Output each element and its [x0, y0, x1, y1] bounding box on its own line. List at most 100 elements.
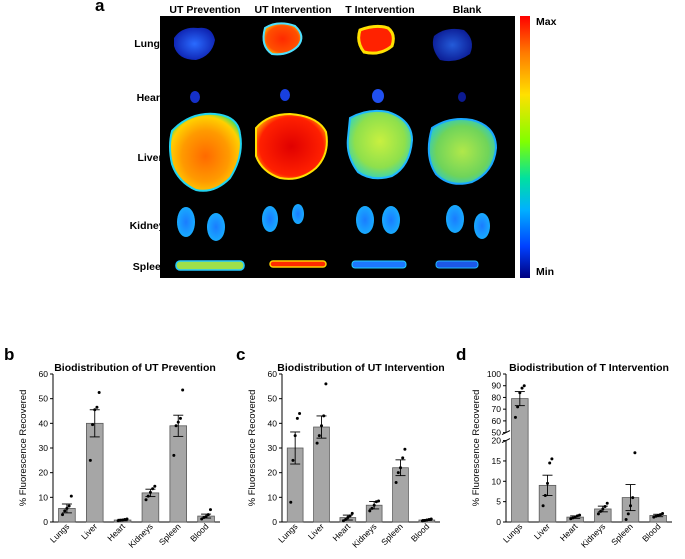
row-label-liver: Liver: [137, 152, 163, 164]
chart-c-xtick-label: Liver: [306, 521, 326, 541]
chart-b-ytick-label: 40: [39, 418, 49, 428]
chart-b-point-lungs: [65, 506, 69, 510]
liver-blank: [427, 118, 498, 185]
chart-b-point-liver: [88, 458, 92, 462]
column-header-blank: Blank: [452, 4, 482, 16]
chart-c-point-lungs: [289, 500, 293, 504]
chart-b-point-kidneys: [146, 494, 150, 498]
chart-d-point-liver: [550, 457, 554, 461]
chart-b-point-liver: [93, 408, 97, 412]
lung-ut-intervention: [262, 22, 303, 56]
chart-c-ylabel: % Fluorescence Recovered: [247, 390, 258, 507]
chart-d-point-kidneys: [596, 512, 600, 516]
chart-c-point-spleen: [403, 447, 407, 451]
chart-b-bar-kidneys: [141, 492, 160, 523]
chart-d-point-spleen: [631, 496, 635, 500]
chart-d-point-liver: [541, 504, 545, 508]
chart-b-point-blood: [204, 515, 208, 519]
chart-b-ytick-label: 30: [39, 443, 49, 453]
chart-d-point-liver: [548, 461, 552, 465]
chart-c-point-liver: [315, 441, 319, 445]
chart-c-xtick-label: Blood: [409, 521, 432, 544]
chart-c-point-lungs: [295, 416, 299, 420]
chart-d-ytick-label: 60: [492, 416, 502, 426]
chart-c-point-spleen: [396, 471, 400, 475]
chart-d-point-liver: [543, 494, 547, 498]
chart-d-point-blood: [658, 513, 662, 517]
chart-c-point-heart: [341, 519, 345, 523]
chart-d-xtick-label: Heart: [558, 521, 580, 543]
spleen-ut-intervention: [269, 260, 327, 268]
chart-c-point-liver: [317, 434, 321, 438]
chart-d-point-kidneys: [599, 509, 603, 513]
chart-d-point-kidneys: [603, 505, 607, 509]
chart-d-point-lungs: [516, 405, 520, 409]
chart-d-ytick-label: 70: [492, 404, 502, 414]
chart-b-xtick-label: Kidneys: [126, 521, 154, 549]
chart-d-point-kidneys: [605, 501, 609, 505]
chart-b-point-spleen: [172, 453, 176, 457]
row-label-lungs: Lungs: [134, 38, 166, 50]
colorbar-min-label: Min: [536, 266, 555, 278]
chart-d-xtick-label: Spleen: [609, 521, 635, 547]
chart-b-xtick-label: Spleen: [157, 521, 183, 547]
chart-b-letter: b: [4, 345, 14, 364]
chart-c-point-kidneys: [368, 509, 372, 513]
chart-c-ytick-label: 60: [268, 369, 278, 379]
chart-b-ylabel: % Fluorescence Recovered: [18, 390, 29, 507]
chart-d-point-lungs: [522, 384, 526, 388]
chart-b-point-blood: [206, 513, 210, 517]
chart-d-ytick-label: 15: [492, 456, 502, 466]
chart-d-point-lungs: [518, 391, 522, 395]
chart-d-xtick-label: Liver: [532, 521, 552, 541]
chart-d-ytick-label: 0: [496, 517, 501, 527]
lung-blank: [432, 28, 472, 62]
chart-c-xtick-label: Lungs: [276, 521, 299, 544]
chart-d-point-liver: [546, 481, 549, 485]
chart-b-point-spleen: [176, 420, 180, 424]
chart-b-xtick-label: Liver: [79, 521, 99, 541]
chart-c-point-lungs: [298, 411, 302, 415]
chart-b-point-spleen: [174, 424, 178, 428]
chart-c-point-spleen: [399, 466, 402, 470]
chart-c-bar-liver: [313, 426, 330, 523]
chart-c-letter: c: [236, 345, 245, 364]
chart-d-ytick-label: 20: [492, 436, 502, 446]
chart-b-point-lungs: [67, 504, 71, 508]
column-header-ut-prevention: UT Prevention: [169, 4, 241, 16]
chart-c-point-spleen: [394, 481, 398, 485]
chart-c-ytick-label: 30: [268, 443, 278, 453]
chart-d-point-heart: [573, 515, 577, 519]
row-label-spleen: Spleen: [132, 261, 168, 273]
chart-d-ytick-label: 80: [492, 392, 502, 402]
chart-b-ytick-label: 10: [39, 492, 49, 502]
liver-ut-prevention: [169, 112, 242, 192]
chart-d-point-heart: [578, 513, 582, 517]
fluorescence-image: [160, 16, 515, 278]
lung-ut-prevention: [174, 27, 215, 60]
chart-b-bar-liver: [86, 422, 104, 523]
chart-d-point-kidneys: [601, 507, 605, 511]
chart-d-ytick-label: 10: [492, 476, 502, 486]
column-header-ut-intervention: UT Intervention: [254, 4, 332, 16]
chart-b-point-blood: [200, 517, 204, 521]
chart-c-ytick-label: 40: [268, 418, 278, 428]
chart-b-point-heart: [118, 518, 122, 522]
chart-b-xtick-label: Blood: [188, 521, 211, 544]
heart-t-intervention: [372, 89, 384, 103]
chart-b-point-kidneys: [148, 490, 152, 494]
heart-ut-prevention: [190, 91, 200, 103]
bar-charts-area: b Biodistribution of UT Prevention % Fluor…: [4, 345, 672, 550]
chart-b-point-liver: [97, 391, 101, 394]
chart-b-point-liver: [91, 423, 95, 427]
chart-c-xtick-label: Spleen: [379, 521, 405, 547]
chart-d-ytick-label: 100: [487, 369, 501, 379]
chart-c-point-heart: [344, 518, 348, 522]
chart-b-title: Biodistribution of UT Prevention: [54, 362, 216, 374]
kidney-ut-prevention-right: [207, 213, 225, 241]
chart-d-point-spleen: [624, 518, 628, 522]
chart-c-title: Biodistribution of UT Intervention: [277, 362, 444, 374]
colorbar-max-label: Max: [536, 16, 557, 28]
kidney-blank-right: [474, 213, 490, 239]
chart-b-point-kidneys: [153, 484, 157, 488]
